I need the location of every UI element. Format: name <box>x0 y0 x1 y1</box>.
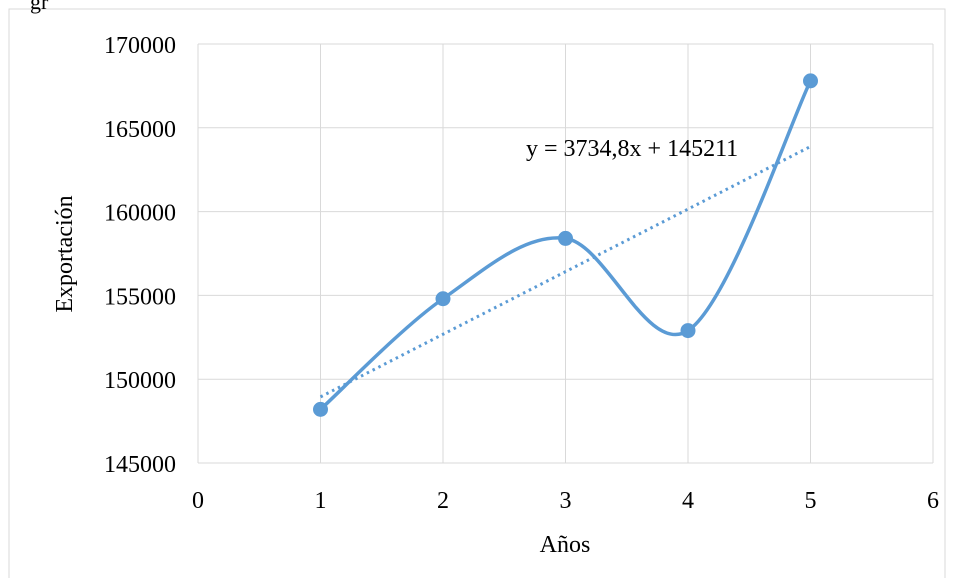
data-point-marker <box>313 401 328 417</box>
data-point-marker <box>435 291 451 307</box>
y-tick-label: 150000 <box>104 368 176 394</box>
x-tick-label: 1 <box>315 488 327 514</box>
data-point-marker <box>680 323 696 339</box>
x-tick-label: 4 <box>682 488 694 514</box>
trendline <box>319 145 812 399</box>
trendline-equation: y = 3734,8x + 145211 <box>526 136 738 162</box>
x-tick-label: 3 <box>560 488 572 514</box>
chart-frame <box>8 8 946 578</box>
data-point-marker <box>558 230 573 246</box>
trendline-layer <box>319 145 812 399</box>
tick-labels: 0 1 2 3 4 5 6 145000 150000 155000 160000 165000 170… <box>104 33 939 514</box>
caption-fragment: gr <box>30 0 49 14</box>
x-axis-title: Años <box>540 532 591 558</box>
y-tick-label: 155000 <box>104 284 176 310</box>
y-tick-label: 165000 <box>104 117 176 143</box>
y-tick-label: 160000 <box>104 201 176 227</box>
x-tick-label: 2 <box>437 488 449 514</box>
y-tick-label: 145000 <box>104 452 176 478</box>
series-line <box>318 79 813 412</box>
gridlines <box>197 43 934 464</box>
x-tick-label: 0 <box>192 488 204 514</box>
series-layer <box>313 73 818 417</box>
y-axis-title: Exportación <box>52 195 78 312</box>
y-tick-label: 170000 <box>104 33 176 59</box>
x-tick-label: 6 <box>927 488 939 514</box>
x-tick-label: 5 <box>805 488 817 514</box>
data-point-marker <box>803 73 818 89</box>
